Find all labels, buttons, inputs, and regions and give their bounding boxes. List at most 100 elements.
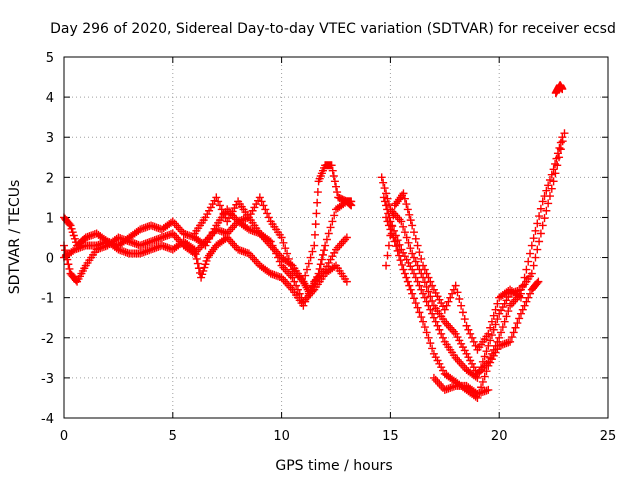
- data-point: [451, 281, 460, 290]
- series-track-7: [382, 213, 543, 402]
- data-point: [259, 201, 268, 210]
- data-point: [288, 273, 297, 282]
- data-point: [387, 221, 396, 230]
- data-point: [435, 379, 444, 388]
- data-points: [60, 81, 569, 402]
- data-point: [455, 357, 464, 366]
- data-point: [420, 265, 429, 274]
- data-point: [383, 251, 392, 260]
- data-point: [513, 319, 522, 328]
- data-point: [509, 297, 518, 306]
- data-point: [551, 169, 560, 178]
- data-point: [191, 250, 200, 259]
- data-point: [417, 254, 426, 263]
- data-point: [264, 213, 273, 222]
- data-point: [478, 377, 487, 386]
- data-point: [455, 295, 464, 304]
- data-point: [176, 225, 185, 234]
- data-point: [429, 313, 438, 322]
- data-point: [536, 204, 545, 213]
- data-point: [471, 341, 480, 350]
- series-track-8: [382, 189, 525, 354]
- data-point: [424, 301, 433, 310]
- data-point: [524, 257, 533, 266]
- data-point: [212, 193, 221, 202]
- data-point: [515, 292, 524, 301]
- series-track-10: [551, 81, 567, 98]
- data-point: [433, 377, 442, 386]
- x-tick-label: 20: [491, 429, 508, 444]
- data-point: [419, 289, 428, 298]
- data-point: [428, 344, 437, 353]
- data-point: [413, 277, 422, 286]
- data-point: [337, 239, 346, 248]
- data-point: [395, 251, 404, 260]
- data-point: [214, 197, 223, 206]
- data-point: [444, 297, 453, 306]
- data-point: [192, 254, 201, 263]
- data-point: [424, 273, 433, 282]
- data-point: [475, 368, 484, 377]
- data-point: [380, 184, 389, 193]
- data-point: [295, 273, 304, 282]
- data-point: [477, 363, 486, 372]
- data-point: [520, 273, 529, 282]
- data-point: [500, 317, 509, 326]
- axis-ticks: [63, 56, 609, 419]
- data-point: [65, 264, 74, 273]
- data-point: [438, 333, 447, 342]
- data-point: [270, 245, 279, 254]
- data-point: [284, 269, 293, 278]
- data-point: [442, 319, 451, 328]
- data-point: [431, 375, 440, 384]
- data-point: [545, 192, 554, 201]
- data-point: [379, 178, 388, 187]
- data-point: [393, 246, 402, 255]
- data-point: [397, 217, 406, 226]
- data-point: [442, 301, 451, 310]
- data-point: [170, 219, 179, 228]
- data-point: [444, 321, 453, 330]
- data-point: [382, 201, 391, 210]
- data-point: [413, 303, 422, 312]
- data-point: [327, 161, 336, 170]
- data-point: [408, 265, 417, 274]
- y-tick-label: -3: [41, 372, 54, 387]
- data-point: [404, 238, 413, 247]
- data-point: [283, 279, 292, 288]
- data-point: [225, 227, 234, 236]
- data-point: [453, 355, 462, 364]
- data-point: [392, 242, 401, 251]
- data-point: [168, 229, 177, 238]
- data-point: [400, 228, 409, 237]
- data-point: [507, 333, 516, 342]
- data-point: [382, 213, 391, 222]
- data-point: [295, 289, 304, 298]
- series-track-3: [60, 233, 351, 310]
- data-point: [558, 137, 567, 146]
- data-point: [487, 317, 496, 326]
- series-track-9: [429, 373, 493, 398]
- data-point: [311, 220, 320, 229]
- data-point: [308, 281, 317, 290]
- data-point: [408, 249, 417, 258]
- data-point: [426, 339, 435, 348]
- data-point: [283, 249, 292, 258]
- data-point: [301, 297, 310, 306]
- data-point: [263, 209, 272, 218]
- data-point: [536, 229, 545, 238]
- data-point: [320, 246, 329, 255]
- data-point: [486, 336, 495, 345]
- data-point: [406, 285, 415, 294]
- data-point: [431, 317, 440, 326]
- data-point: [526, 249, 535, 258]
- data-point: [383, 205, 392, 214]
- y-tick-label: -4: [41, 412, 54, 427]
- data-point: [248, 253, 257, 262]
- data-point: [230, 241, 239, 250]
- data-point: [553, 161, 562, 170]
- data-point: [411, 257, 420, 266]
- data-point: [417, 285, 426, 294]
- data-point: [277, 233, 286, 242]
